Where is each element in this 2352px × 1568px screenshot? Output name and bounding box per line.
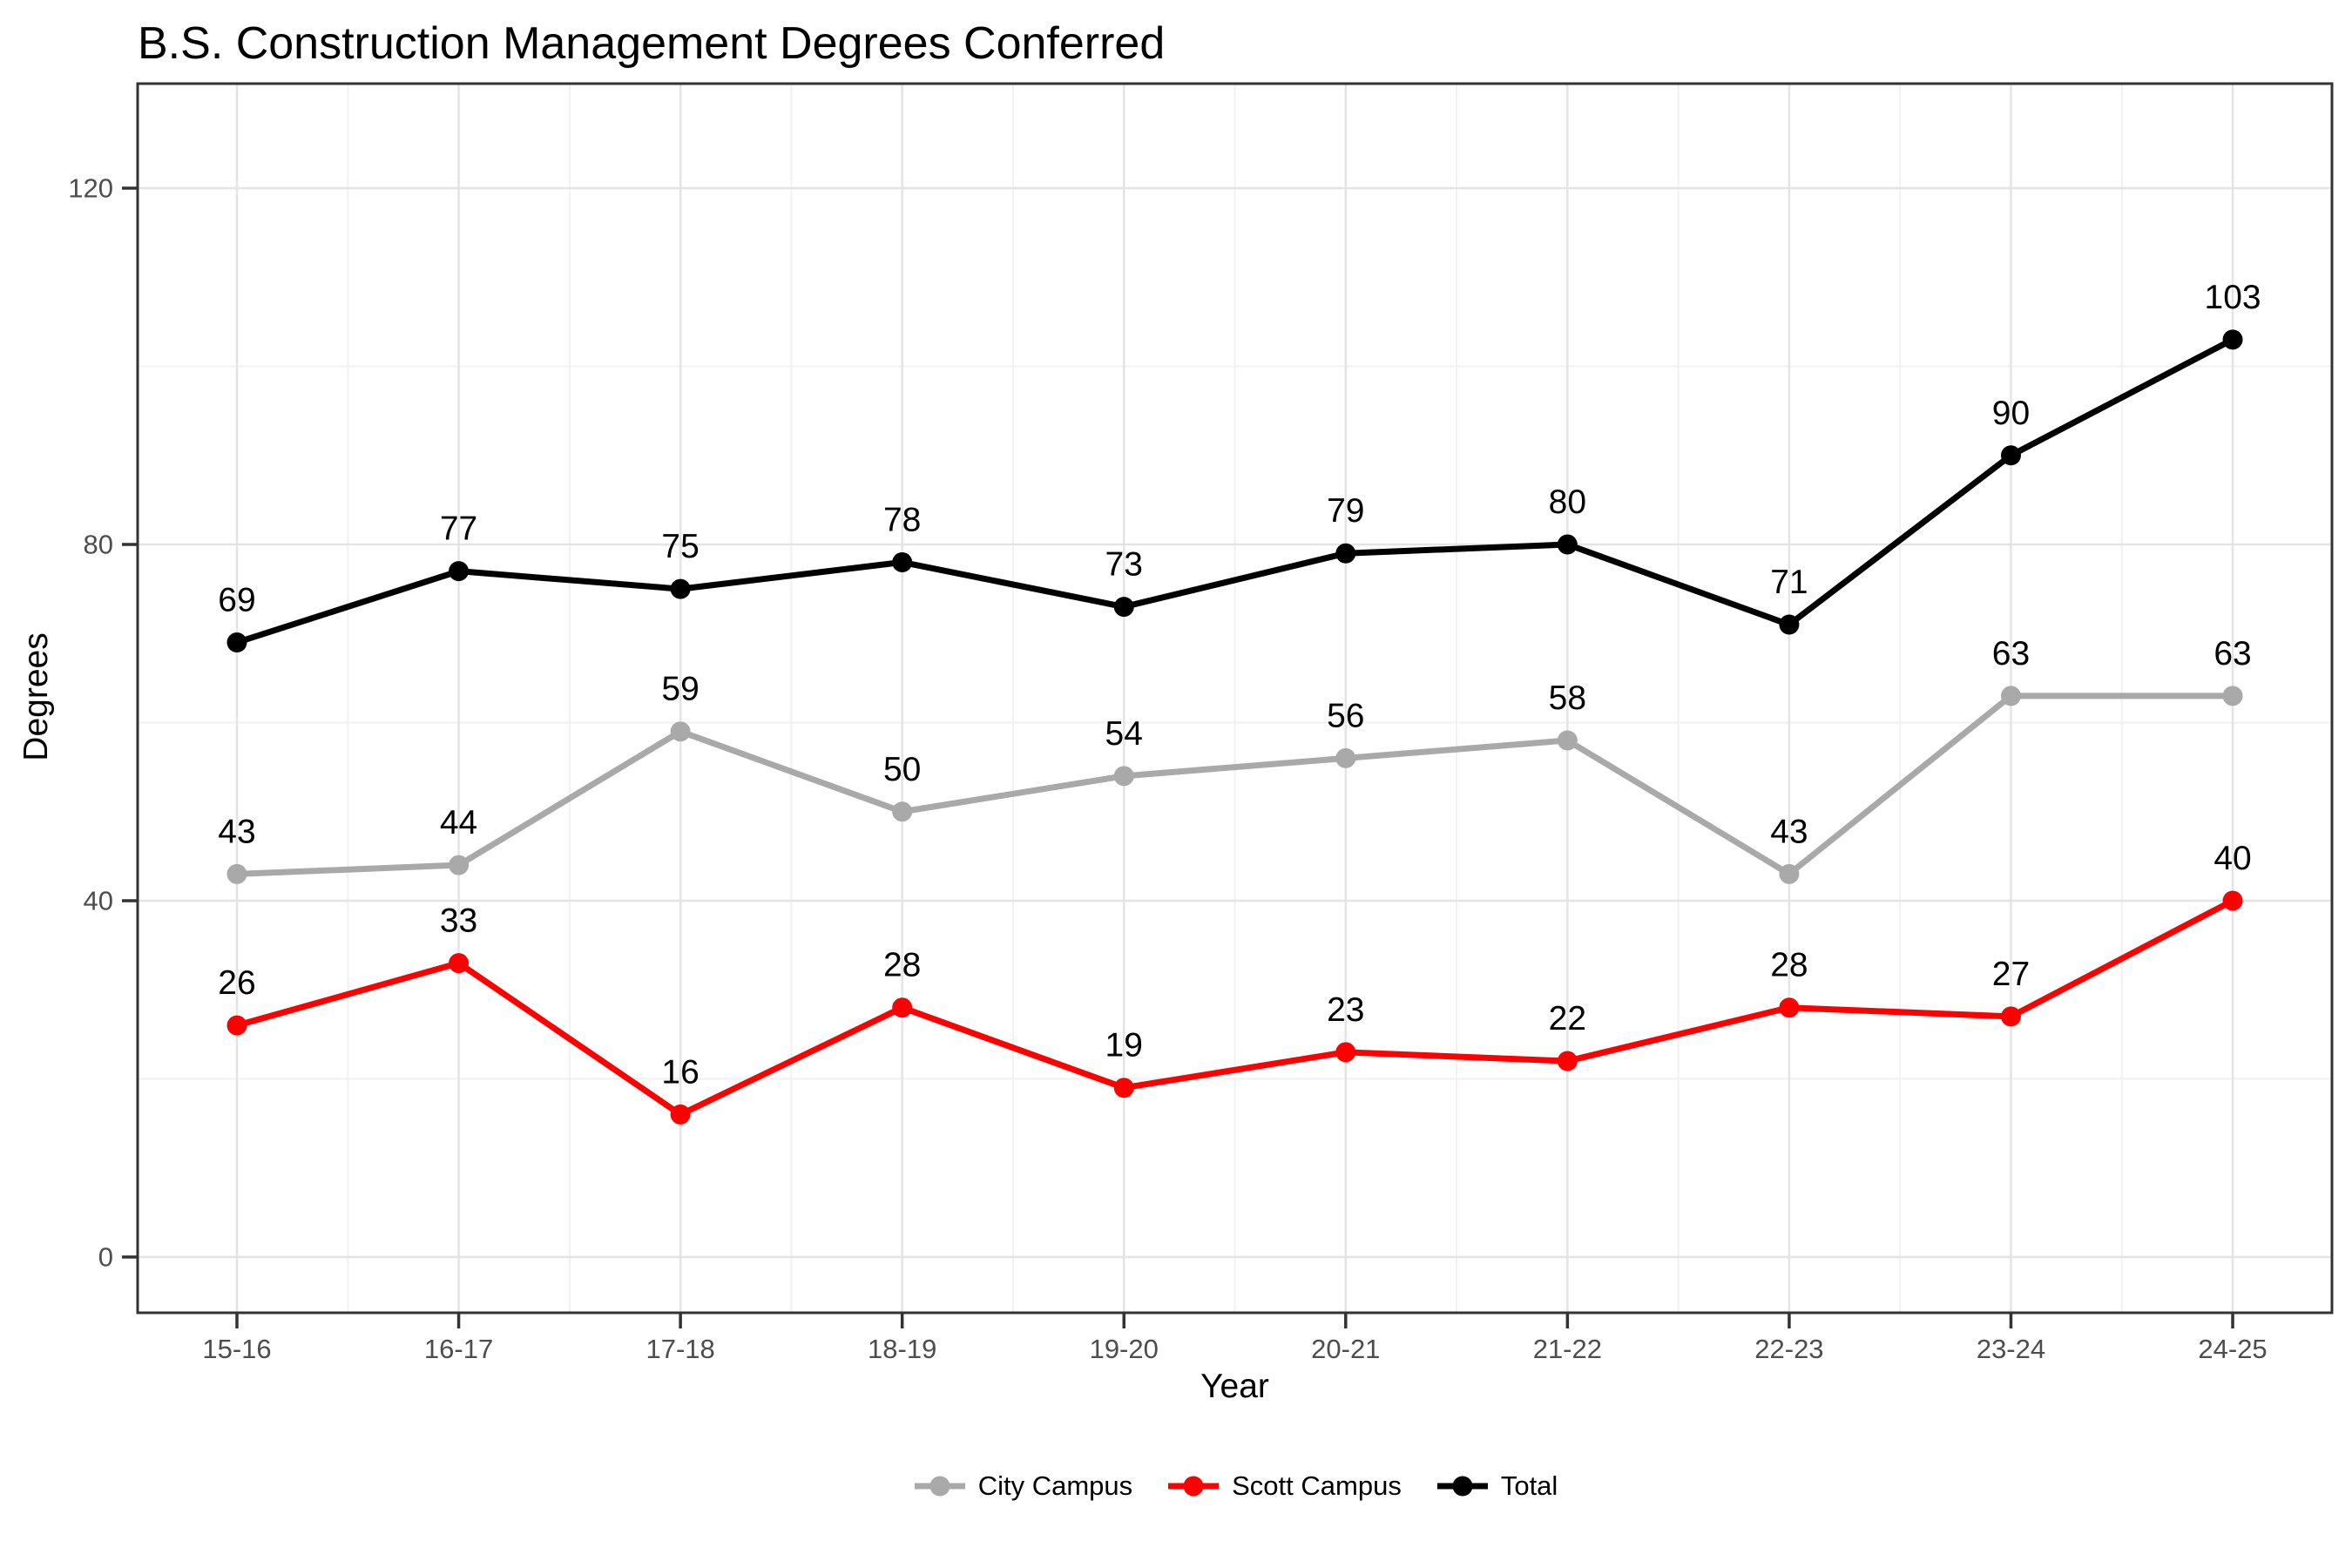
data-point-city-campus [1335,747,1356,768]
legend-label: City Campus [977,1470,1133,1501]
data-label-scott-campus: 16 [661,1053,699,1091]
data-point-scott-campus [2222,890,2243,911]
y-axis-tick-label: 0 [98,1242,113,1273]
data-point-scott-campus [2000,1006,2021,1027]
data-point-scott-campus [892,997,913,1018]
data-point-scott-campus [1335,1042,1356,1063]
legend-key-icon [914,1476,965,1497]
data-label-scott-campus: 28 [1770,947,1808,984]
legend-item-city-campus: City Campus [912,1470,1132,1502]
data-label-city-campus: 43 [1770,813,1808,850]
legend: City Campus Scott Campus Total [138,1470,2332,1502]
x-axis-tick-label: 18-19 [868,1334,936,1364]
data-point-total [1335,543,1356,564]
series-line-city-campus [233,693,2236,877]
legend-item-total: Total [1435,1470,1558,1502]
data-label-total: 75 [661,528,699,565]
data-point-scott-campus [226,1015,247,1036]
x-axis-tick-label: 15-16 [202,1334,271,1364]
data-point-scott-campus [1113,1078,1134,1098]
data-label-scott-campus: 27 [1992,956,2030,993]
data-point-total [2222,329,2243,350]
data-point-total [226,632,247,652]
data-point-total [892,551,913,572]
legend-key-point [929,1476,950,1497]
legend-key-icon [1168,1476,1220,1497]
data-label-total: 79 [1327,492,1364,530]
data-label-total: 80 [1549,483,1586,521]
y-axis-title: Degrees [17,632,55,761]
data-point-city-campus [2000,686,2021,706]
panel-border [136,82,2334,1315]
data-label-city-campus: 59 [661,671,699,708]
data-point-city-campus [1779,863,1800,884]
data-label-city-campus: 63 [1992,635,2030,672]
x-axis-tick-label: 20-21 [1311,1334,1380,1364]
data-label-city-campus: 63 [2213,635,2251,672]
data-label-city-campus: 44 [440,804,477,841]
data-label-total: 71 [1770,564,1808,601]
data-label-scott-campus: 23 [1327,991,1364,1029]
legend-key-icon [1436,1476,1488,1497]
x-axis-title: Year [1200,1368,1269,1405]
data-point-city-campus [449,855,470,875]
x-axis-tick-label: 17-18 [645,1334,714,1364]
series-line-total [233,336,2236,645]
data-label-total: 77 [440,510,477,548]
data-point-scott-campus [670,1104,691,1125]
data-label-total: 90 [1992,395,2030,432]
y-axis-tick-label: 40 [84,886,113,916]
data-point-total [449,561,470,582]
data-point-scott-campus [1557,1051,1578,1071]
data-point-city-campus [1113,766,1134,787]
data-label-city-campus: 54 [1105,715,1143,753]
x-axis-tick-label: 16-17 [424,1334,493,1364]
legend-item-scott-campus: Scott Campus [1166,1470,1402,1502]
legend-key-point [1452,1476,1473,1497]
legend-label: Scott Campus [1232,1470,1402,1501]
data-label-total: 73 [1105,546,1143,584]
data-label-scott-campus: 28 [883,947,921,984]
data-label-total: 69 [218,581,255,618]
x-axis-tick-label: 22-23 [1754,1334,1823,1364]
data-point-total [1113,597,1134,618]
data-label-city-campus: 50 [883,751,921,788]
data-point-city-campus [226,863,247,884]
legend-key-point [1183,1476,1204,1497]
data-label-scott-campus: 22 [1549,1000,1586,1037]
data-point-total [670,578,691,599]
x-axis-tick-label: 23-24 [1977,1334,2045,1364]
data-label-scott-campus: 33 [440,902,477,940]
data-point-total [2000,445,2021,466]
data-point-city-campus [2222,686,2243,706]
x-axis-tick-label: 19-20 [1090,1334,1159,1364]
y-axis-tick-label: 120 [68,173,113,204]
data-label-city-campus: 56 [1327,697,1364,734]
data-label-total: 78 [883,501,921,538]
data-point-city-campus [892,801,913,822]
data-point-scott-campus [1779,997,1800,1018]
data-point-city-campus [1557,730,1578,751]
x-axis-tick-label: 24-25 [2198,1334,2267,1364]
data-point-scott-campus [449,953,470,974]
data-label-total: 103 [2205,279,2261,316]
series-line-scott-campus [233,897,2236,1118]
data-point-total [1557,534,1578,555]
y-axis-tick-label: 80 [84,530,113,560]
data-label-scott-campus: 19 [1105,1027,1143,1064]
data-label-scott-campus: 40 [2213,840,2251,877]
data-label-city-campus: 58 [1549,679,1586,717]
legend-label: Total [1500,1470,1558,1501]
data-label-scott-campus: 26 [218,964,255,1002]
data-label-city-campus: 43 [218,813,255,850]
chart-title: B.S. Construction Management Degrees Con… [138,18,1166,69]
data-point-city-campus [670,721,691,742]
data-point-total [1779,614,1800,635]
x-axis-tick-label: 21-22 [1533,1334,1602,1364]
